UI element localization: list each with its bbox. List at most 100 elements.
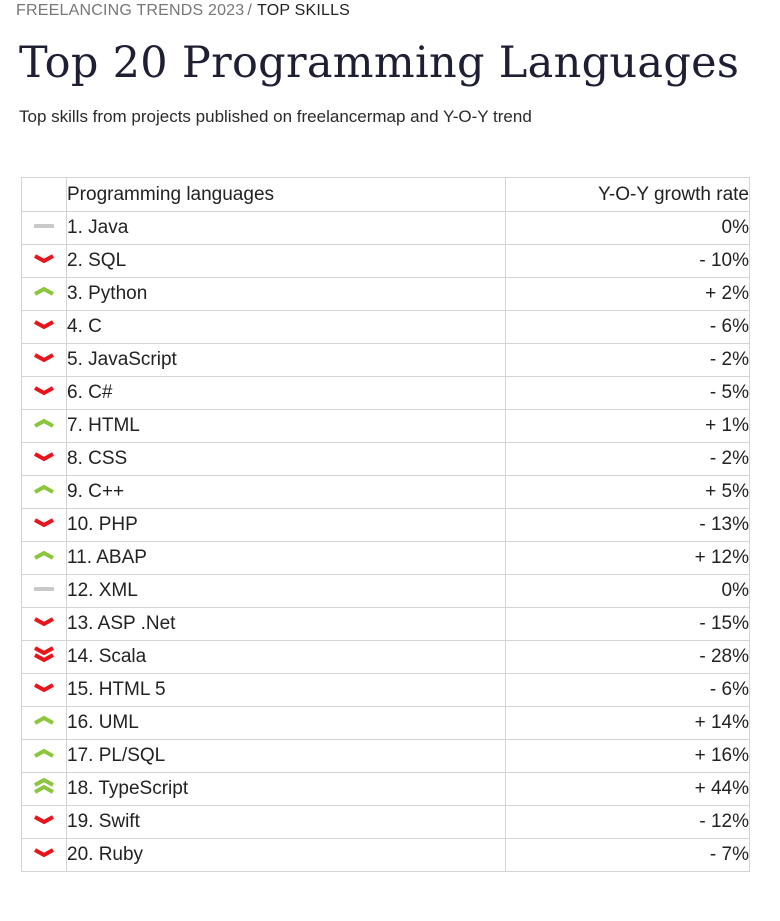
- growth-rate-cell: - 10%: [505, 244, 750, 278]
- trend-cell: [21, 574, 67, 608]
- chevron-down-icon: [32, 448, 56, 470]
- growth-rate-cell: + 44%: [505, 772, 750, 806]
- language-cell: 2. SQL: [66, 244, 506, 278]
- language-cell: 13. ASP .Net: [66, 607, 506, 641]
- language-cell: 4. C: [66, 310, 506, 344]
- table-row: 17. PL/SQL + 16%: [21, 739, 750, 773]
- growth-rate-cell: - 28%: [505, 640, 750, 674]
- language-cell: 20. Ruby: [66, 838, 506, 872]
- growth-rate-cell: - 2%: [505, 343, 750, 377]
- dash-icon: [32, 580, 56, 602]
- table-row: 3. Python + 2%: [21, 277, 750, 311]
- table-row: 1. Java 0%: [21, 211, 750, 245]
- growth-rate-cell: + 12%: [505, 541, 750, 575]
- language-cell: 9. C++: [66, 475, 506, 509]
- chevron-up-icon: [32, 547, 56, 569]
- table-row: 8. CSS - 2%: [21, 442, 750, 476]
- language-cell: 17. PL/SQL: [66, 739, 506, 773]
- trend-cell: [21, 376, 67, 410]
- table-row: 12. XML 0%: [21, 574, 750, 608]
- table-row: 7. HTML + 1%: [21, 409, 750, 443]
- language-cell: 19. Swift: [66, 805, 506, 839]
- chevron-up-icon: [32, 712, 56, 734]
- page-subtitle: Top skills from projects published on fr…: [19, 107, 532, 126]
- growth-rate-cell: 0%: [505, 211, 750, 245]
- trend-cell: [21, 310, 67, 344]
- chevron-down-icon: [32, 316, 56, 338]
- table-row: 5. JavaScript - 2%: [21, 343, 750, 377]
- growth-rate-cell: 0%: [505, 574, 750, 608]
- language-cell: 3. Python: [66, 277, 506, 311]
- table-row: 19. Swift - 12%: [21, 805, 750, 839]
- growth-rate-cell: + 2%: [505, 277, 750, 311]
- table-row: 18. TypeScript + 44%: [21, 772, 750, 806]
- breadcrumb-parent-link[interactable]: FREELANCING TRENDS 2023: [16, 2, 245, 19]
- trend-cell: [21, 244, 67, 278]
- trend-cell: [21, 640, 67, 674]
- growth-rate-cell: + 5%: [505, 475, 750, 509]
- language-cell: 18. TypeScript: [66, 772, 506, 806]
- language-cell: 16. UML: [66, 706, 506, 740]
- growth-rate-cell: - 13%: [505, 508, 750, 542]
- table-row: 13. ASP .Net - 15%: [21, 607, 750, 641]
- dash-icon: [32, 217, 56, 239]
- trend-cell: [21, 475, 67, 509]
- table-row: 6. C# - 5%: [21, 376, 750, 410]
- table-row: 2. SQL - 10%: [21, 244, 750, 278]
- trend-cell: [21, 211, 67, 245]
- skills-table: Programming languages Y-O-Y growth rate …: [21, 177, 750, 872]
- growth-column-header: Y-O-Y growth rate: [505, 177, 750, 212]
- trend-cell: [21, 541, 67, 575]
- trend-cell: [21, 508, 67, 542]
- table-row: 14. Scala - 28%: [21, 640, 750, 674]
- language-cell: 8. CSS: [66, 442, 506, 476]
- growth-rate-cell: + 1%: [505, 409, 750, 443]
- page-title: Top 20 Programming Languages: [19, 38, 740, 88]
- trend-cell: [21, 805, 67, 839]
- language-cell: 5. JavaScript: [66, 343, 506, 377]
- chevron-down-icon: [32, 349, 56, 371]
- trend-column-header: [21, 177, 67, 212]
- double-chevron-up-icon: [32, 776, 56, 802]
- chevron-down-icon: [32, 250, 56, 272]
- growth-rate-cell: - 7%: [505, 838, 750, 872]
- language-column-header: Programming languages: [66, 177, 506, 212]
- language-cell: 14. Scala: [66, 640, 506, 674]
- chevron-down-icon: [32, 613, 56, 635]
- chevron-up-icon: [32, 283, 56, 305]
- growth-rate-cell: + 16%: [505, 739, 750, 773]
- double-chevron-down-icon: [32, 644, 56, 670]
- language-cell: 12. XML: [66, 574, 506, 608]
- table-header-row: Programming languages Y-O-Y growth rate: [21, 177, 750, 212]
- breadcrumb: FREELANCING TRENDS 2023/TOP SKILLS: [16, 2, 350, 20]
- table-row: 16. UML + 14%: [21, 706, 750, 740]
- chevron-down-icon: [32, 811, 56, 833]
- growth-rate-cell: - 5%: [505, 376, 750, 410]
- table-row: 10. PHP - 13%: [21, 508, 750, 542]
- growth-rate-cell: - 6%: [505, 673, 750, 707]
- trend-cell: [21, 706, 67, 740]
- trend-cell: [21, 409, 67, 443]
- language-cell: 6. C#: [66, 376, 506, 410]
- growth-rate-cell: - 12%: [505, 805, 750, 839]
- language-cell: 1. Java: [66, 211, 506, 245]
- chevron-down-icon: [32, 844, 56, 866]
- table-row: 20. Ruby - 7%: [21, 838, 750, 872]
- trend-cell: [21, 442, 67, 476]
- trend-cell: [21, 673, 67, 707]
- table-row: 4. C- 6%: [21, 310, 750, 344]
- language-cell: 7. HTML: [66, 409, 506, 443]
- trend-cell: [21, 607, 67, 641]
- growth-rate-cell: - 15%: [505, 607, 750, 641]
- table-row: 15. HTML 5- 6%: [21, 673, 750, 707]
- language-cell: 15. HTML 5: [66, 673, 506, 707]
- chevron-down-icon: [32, 382, 56, 404]
- language-cell: 11. ABAP: [66, 541, 506, 575]
- chevron-up-icon: [32, 415, 56, 437]
- chevron-up-icon: [32, 481, 56, 503]
- trend-cell: [21, 772, 67, 806]
- chevron-down-icon: [32, 679, 56, 701]
- trend-cell: [21, 838, 67, 872]
- chevron-down-icon: [32, 514, 56, 536]
- breadcrumb-current: TOP SKILLS: [257, 2, 351, 19]
